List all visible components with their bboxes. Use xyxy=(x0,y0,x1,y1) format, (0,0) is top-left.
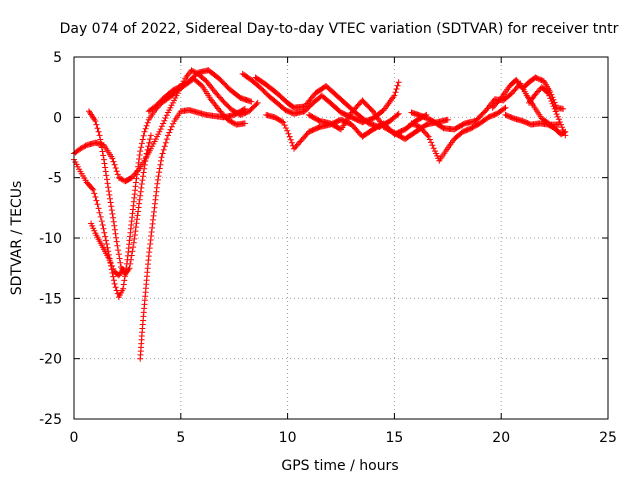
data-layer xyxy=(71,67,569,362)
y-tick-label: 5 xyxy=(53,50,62,66)
series-4 xyxy=(88,220,127,279)
series-1 xyxy=(71,67,261,185)
x-tick-label: 5 xyxy=(176,430,185,446)
data-markers xyxy=(526,84,569,139)
data-markers xyxy=(502,111,569,138)
series-13 xyxy=(489,74,567,112)
x-tick-label: 25 xyxy=(599,430,617,446)
data-markers xyxy=(71,67,261,185)
data-markers xyxy=(489,74,567,112)
y-tick-label: -5 xyxy=(48,171,62,187)
series-12 xyxy=(408,80,562,133)
data-markers xyxy=(88,220,127,279)
plot-frame xyxy=(73,56,609,420)
series-14 xyxy=(502,111,569,138)
data-markers xyxy=(86,108,154,278)
grid xyxy=(74,57,608,419)
x-tick-label: 10 xyxy=(279,430,297,446)
x-tick-label: 15 xyxy=(385,430,403,446)
series-6 xyxy=(145,67,255,115)
x-tick-label: 20 xyxy=(492,430,510,446)
chart-title: Day 074 of 2022, Sidereal Day-to-day VTE… xyxy=(60,21,619,37)
series-15 xyxy=(526,84,569,139)
data-markers xyxy=(137,105,248,362)
data-markers xyxy=(408,104,509,164)
series-3 xyxy=(86,108,154,278)
data-markers xyxy=(408,80,562,133)
y-tick-label: -20 xyxy=(39,352,62,368)
x-tick-label: 0 xyxy=(70,430,79,446)
y-axis-label: SDTVAR / TECUs xyxy=(9,181,25,296)
data-markers xyxy=(145,67,255,115)
y-tick-label: -10 xyxy=(39,231,62,247)
y-tick-label: -15 xyxy=(39,291,62,307)
x-axis-label: GPS time / hours xyxy=(281,458,398,474)
series-5 xyxy=(137,105,248,362)
y-tick-label: -25 xyxy=(39,412,62,428)
series-11 xyxy=(408,104,509,164)
y-tick-label: 0 xyxy=(53,110,62,126)
